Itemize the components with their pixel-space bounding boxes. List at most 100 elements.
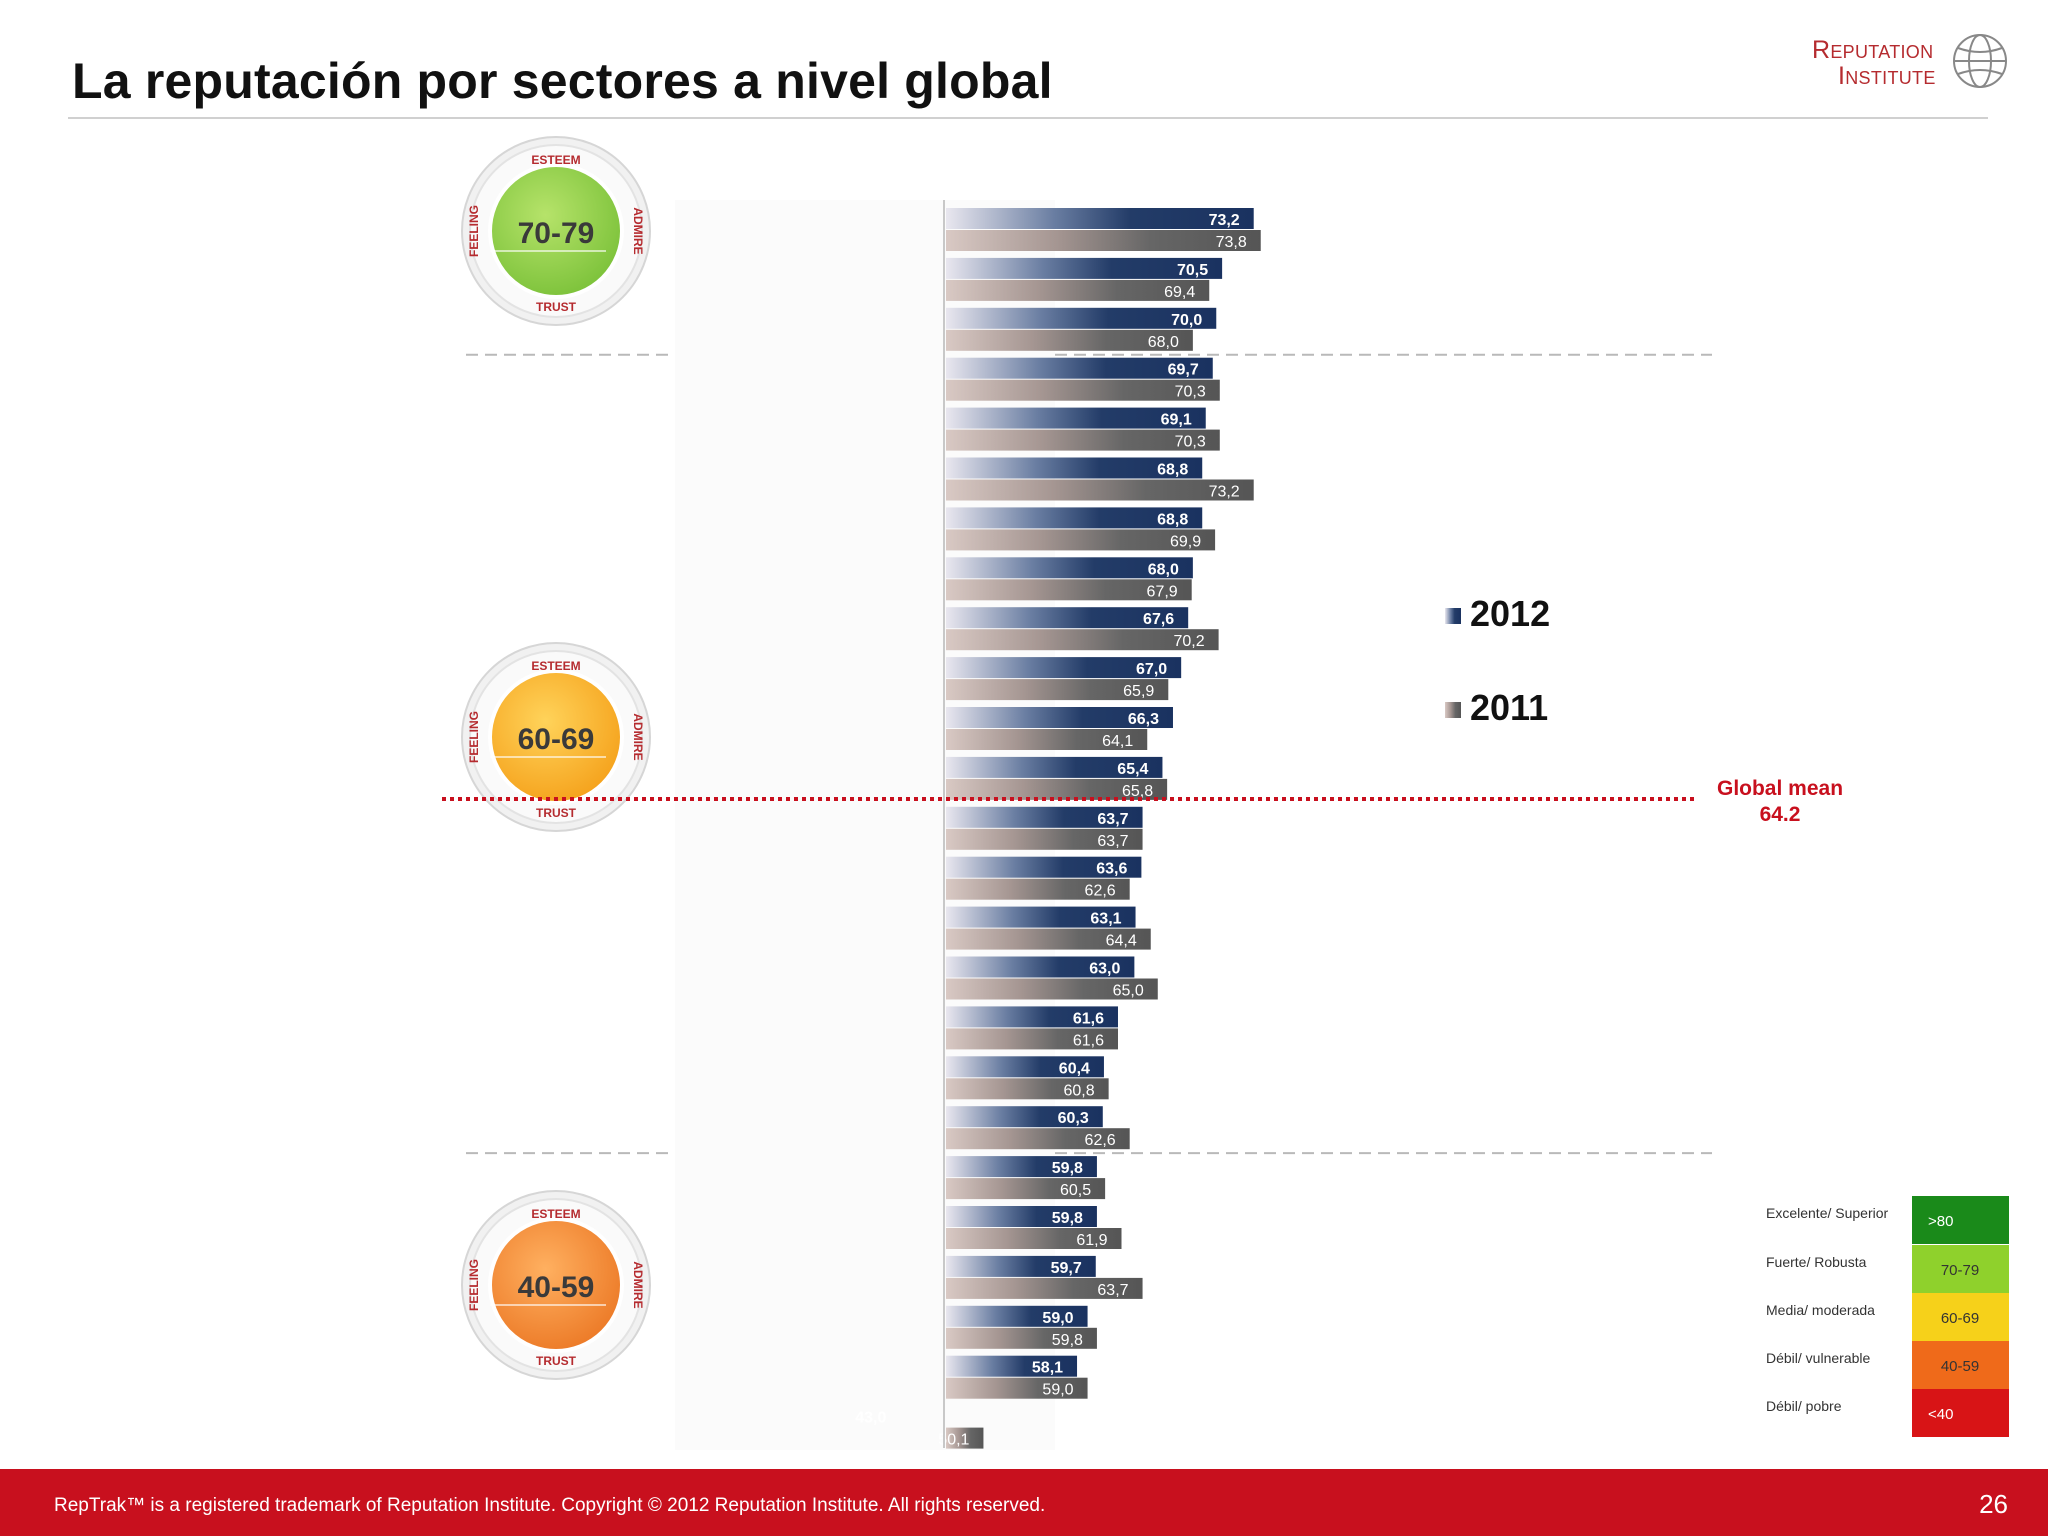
bar-2012 xyxy=(946,607,1189,629)
bar-2011 xyxy=(946,679,1169,701)
data-label-2011: 65,9 xyxy=(1123,683,1154,700)
badge-word-feeling: FEELING xyxy=(467,205,481,257)
data-label-2012: 63,7 xyxy=(1097,811,1128,828)
bar-2011 xyxy=(946,329,1193,351)
score-badges: 70-79 ESTEEM ADMIRE TRUST FEELING 60-69 ESTEEM… xyxy=(461,136,651,1380)
badge-range: 70-79 xyxy=(518,217,595,250)
bar-2012 xyxy=(946,956,1135,978)
bar-2012 xyxy=(946,1006,1118,1028)
data-label-2012: 59,8 xyxy=(1052,1160,1083,1177)
bar-2011 xyxy=(946,379,1220,401)
data-label-2011: 62,6 xyxy=(1085,883,1116,900)
bar-2011 xyxy=(946,1427,984,1449)
data-label-2012: 60,3 xyxy=(1058,1110,1089,1127)
bar-2012 xyxy=(946,1156,1097,1178)
sector-reputation-chart: Consumer ProductsFood - ManufacturingBev… xyxy=(442,136,2009,1450)
bar-2012 xyxy=(946,856,1142,878)
bar-2011 xyxy=(946,1327,1097,1349)
data-label-2011: 59,8 xyxy=(1052,1332,1083,1349)
badge-range: 40-59 xyxy=(518,1271,595,1304)
score-badge: 40-59 ESTEEM ADMIRE TRUST FEELING xyxy=(461,1190,651,1380)
bar-2012 xyxy=(946,1056,1104,1078)
data-label-2011: 69,4 xyxy=(1164,284,1195,301)
bar-2012 xyxy=(946,906,1136,928)
badge-word-admire: ADMIRE xyxy=(631,207,645,254)
scale-label: Fuerte/ Robusta xyxy=(1766,1254,1867,1270)
data-label-2012: 63,6 xyxy=(1096,861,1127,878)
bar-2012 xyxy=(946,657,1182,679)
global-mean-value: 64.2 xyxy=(1760,803,1801,826)
data-label-2012: 59,7 xyxy=(1051,1260,1082,1277)
legend-swatch xyxy=(1445,608,1461,624)
scale-label: Excelente/ Superior xyxy=(1766,1205,1889,1221)
bar-2011 xyxy=(946,1078,1109,1100)
legend-label: 2012 xyxy=(1470,593,1550,634)
page-title: La reputación por sectores a nivel globa… xyxy=(72,53,1053,109)
bar-2011 xyxy=(946,529,1216,551)
data-label-2011: 59,0 xyxy=(1042,1382,1073,1399)
global-mean-label: Global mean xyxy=(1717,777,1843,800)
badge-word-trust: TRUST xyxy=(536,300,577,314)
globe-icon xyxy=(1953,34,2007,88)
data-label-2011: 64,1 xyxy=(1102,733,1133,750)
bar-2012 xyxy=(946,507,1203,529)
data-label-2012: 70,0 xyxy=(1171,312,1202,329)
data-label-2012: 59,8 xyxy=(1052,1210,1083,1227)
bar-2012 xyxy=(946,1355,1078,1377)
data-label-2011: 64,4 xyxy=(1106,933,1137,950)
scale-legend: Excelente/ Superior >80 Fuerte/ Robusta 70-… xyxy=(1766,1196,2009,1437)
bar-2012 xyxy=(946,357,1213,379)
data-label-2012: 69,7 xyxy=(1168,362,1199,379)
badge-word-admire: ADMIRE xyxy=(631,1261,645,1308)
bar-2012 xyxy=(946,557,1193,579)
bar-2012 xyxy=(946,1206,1097,1227)
data-label-2012: 61,6 xyxy=(1073,1010,1104,1027)
bar-2012 xyxy=(946,407,1206,429)
data-label-2012: 69,1 xyxy=(1161,412,1192,429)
bar-2011 xyxy=(946,1128,1130,1150)
badge-word-trust: TRUST xyxy=(536,1354,577,1368)
bar-2011 xyxy=(946,579,1192,601)
bar-2012 xyxy=(946,806,1143,828)
badge-word-admire: ADMIRE xyxy=(631,713,645,760)
badge-range: 60-69 xyxy=(518,723,595,756)
data-label-2012: 67,6 xyxy=(1143,611,1174,628)
bar-2011 xyxy=(946,928,1151,950)
bar-2011 xyxy=(946,1228,1122,1249)
data-label-2012: 68,8 xyxy=(1157,511,1188,528)
data-label-2011: 73,8 xyxy=(1216,234,1247,251)
data-label-2012: 60,4 xyxy=(1059,1060,1090,1077)
bar-2011 xyxy=(946,479,1254,501)
bar-2012 xyxy=(946,756,1163,778)
global-mean-marker: Global mean 64.2 xyxy=(442,777,1843,826)
badge-word-esteem: ESTEEM xyxy=(531,153,580,167)
logo-line1: Reputation xyxy=(1812,36,1934,64)
bar-2011 xyxy=(946,878,1130,900)
bar-2011 xyxy=(946,279,1210,301)
data-label-2011: 70,3 xyxy=(1175,384,1206,401)
bar-2011 xyxy=(946,429,1220,451)
bar-2011 xyxy=(946,729,1148,750)
bar-2011 xyxy=(946,978,1158,1000)
scale-range: <40 xyxy=(1928,1406,1953,1423)
data-label-2011: 70,3 xyxy=(1175,434,1206,451)
reputation-institute-logo: Reputation Institute xyxy=(1806,26,2026,96)
data-label-2012: 65,4 xyxy=(1117,761,1148,778)
bar-2012 xyxy=(946,1255,1096,1277)
data-label-2011: 62,6 xyxy=(1085,1132,1116,1149)
bar-2011 xyxy=(946,828,1143,850)
data-label-2011: 61,9 xyxy=(1076,1232,1107,1249)
data-label-2012: 68,0 xyxy=(1148,561,1179,578)
scale-range: >80 xyxy=(1928,1213,1953,1230)
bar-2011 xyxy=(946,230,1261,251)
data-label-2011: 61,6 xyxy=(1073,1032,1104,1049)
badge-word-feeling: FEELING xyxy=(467,1259,481,1311)
scale-label: Débil/ vulnerable xyxy=(1766,1350,1870,1366)
bar-2011 xyxy=(946,778,1168,800)
bar-2011 xyxy=(946,1377,1088,1399)
footer: RepTrak™ is a registered trademark of Re… xyxy=(0,1469,2048,1536)
scale-swatch xyxy=(1912,1245,2009,1293)
data-label-2011: 65,8 xyxy=(1122,783,1153,800)
data-label-2011: 67,9 xyxy=(1147,583,1178,600)
scale-swatch xyxy=(1912,1341,2009,1389)
